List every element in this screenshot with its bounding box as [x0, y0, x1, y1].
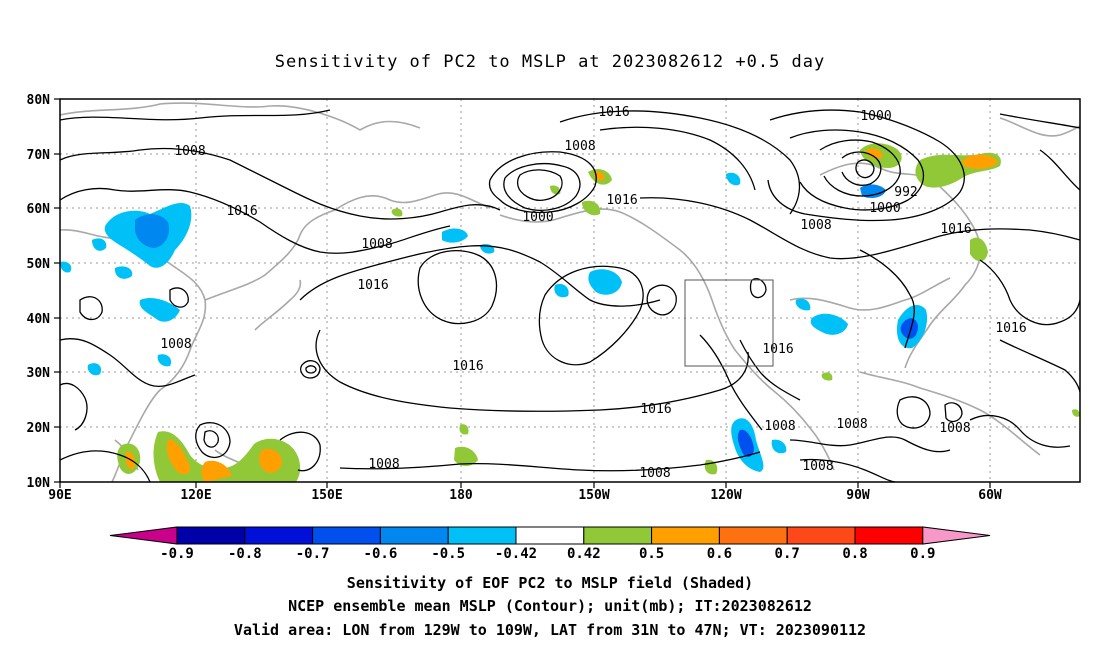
- colorbar: -0.9 -0.8 -0.7 -0.6 -0.5 -0.42 0.42 0.5 0.6 0.7 0.…: [109, 526, 991, 562]
- colorbar-label: 0.9: [910, 546, 935, 562]
- contour-label: 1000: [860, 109, 891, 124]
- colorbar-label: -0.7: [296, 546, 330, 562]
- colorbar-label: -0.9: [160, 546, 194, 562]
- colorbar-label: 0.8: [842, 546, 867, 562]
- lon-label: 120W: [710, 488, 741, 503]
- lat-label: 70N: [27, 148, 51, 163]
- colorbar-swatch: [718, 526, 788, 545]
- map-panel: 1016 1008 1016 1008 1016 1008 1016 1008 …: [59, 98, 1081, 483]
- footer-text: Sensitivity of EOF PC2 to MSLP field (Sh…: [234, 574, 866, 639]
- colorbar-label: 0.5: [639, 546, 664, 562]
- lon-label: 180: [449, 488, 473, 503]
- colorbar-swatch: [244, 526, 314, 545]
- contour-label: 1016: [606, 193, 637, 208]
- contour-label: 1016: [640, 402, 671, 417]
- colorbar-arrow-left: [109, 526, 178, 545]
- colorbar-swatch: [515, 526, 585, 545]
- lon-label: 150E: [311, 488, 342, 503]
- colorbar-arrow-right: [922, 526, 991, 545]
- contour-label: 1008: [800, 218, 831, 233]
- contour-label: 1008: [174, 144, 205, 159]
- colorbar-swatch: [176, 526, 246, 545]
- contour-label: 1000: [522, 210, 553, 225]
- colorbar-label: 0.7: [775, 546, 800, 562]
- contour-label: 1016: [995, 321, 1026, 336]
- lat-label: 10N: [27, 476, 51, 491]
- colorbar-swatch: [786, 526, 856, 545]
- contour-labels: 1016 1008 1016 1008 1016 1008 1016 1008 …: [160, 105, 1026, 481]
- lon-label: 60W: [978, 488, 1002, 503]
- colorbar-label: 0.6: [707, 546, 732, 562]
- contour-label: 1016: [940, 222, 971, 237]
- contour-label: 1008: [836, 417, 867, 432]
- contour-label: 1008: [160, 337, 191, 352]
- colorbar-swatch: [651, 526, 720, 545]
- latitude-labels: 80N 70N 60N 50N 40N 30N 20N 10N: [27, 93, 51, 491]
- map-title: Sensitivity of PC2 to MSLP at 2023082612…: [275, 52, 826, 72]
- contour-label: 1008: [368, 457, 399, 472]
- colorbar-label: -0.5: [431, 546, 465, 562]
- colorbar-label: -0.6: [364, 546, 398, 562]
- longitude-labels: 90E 120E 150E 180 150W 120W 90W 60W: [48, 488, 1002, 503]
- lon-label: 150W: [578, 488, 609, 503]
- colorbar-label: 0.42: [567, 546, 601, 562]
- contour-label: 1008: [764, 419, 795, 434]
- contour-label: 1008: [639, 466, 670, 481]
- valid-area-box: [684, 279, 774, 367]
- colorbar-swatch: [312, 526, 381, 545]
- mslp-contours: [59, 109, 1081, 483]
- lat-label: 60N: [27, 202, 51, 217]
- contour-label: 1000: [869, 201, 900, 216]
- colorbar-swatch: [379, 526, 449, 545]
- contour-label: 1008: [802, 459, 833, 474]
- lat-label: 80N: [27, 93, 51, 108]
- contour-label: 992: [894, 185, 917, 200]
- colorbar-swatch: [583, 526, 653, 545]
- contour-label: 1008: [939, 421, 970, 436]
- grid-lines: [60, 99, 1080, 482]
- colorbar-label: -0.8: [228, 546, 262, 562]
- sensitivity-shading: [60, 143, 1080, 482]
- lat-label: 30N: [27, 366, 51, 381]
- contour-label: 1016: [357, 278, 388, 293]
- lon-label: 90E: [48, 488, 71, 503]
- contour-label: 1016: [452, 359, 483, 374]
- footer-line: Sensitivity of EOF PC2 to MSLP field (Sh…: [347, 574, 753, 592]
- axis-ticks: [54, 98, 991, 488]
- colorbar-swatch: [447, 526, 517, 545]
- map-frame: [59, 98, 1081, 483]
- lon-label: 90W: [846, 488, 870, 503]
- footer-line: NCEP ensemble mean MSLP (Contour); unit(…: [288, 597, 812, 615]
- contour-label: 1016: [762, 342, 793, 357]
- footer-line: Valid area: LON from 129W to 109W, LAT f…: [234, 621, 866, 639]
- contour-label: 1016: [226, 204, 257, 219]
- lat-label: 40N: [27, 312, 51, 327]
- colorbar-swatch: [854, 526, 924, 545]
- lat-label: 20N: [27, 421, 51, 436]
- lon-label: 120E: [180, 488, 211, 503]
- contour-label: 1008: [361, 237, 392, 252]
- coastlines: [59, 102, 1081, 483]
- colorbar-label: -0.42: [495, 546, 537, 562]
- contour-label: 1008: [564, 139, 595, 154]
- contour-label: 1016: [598, 105, 629, 120]
- lat-label: 50N: [27, 257, 51, 272]
